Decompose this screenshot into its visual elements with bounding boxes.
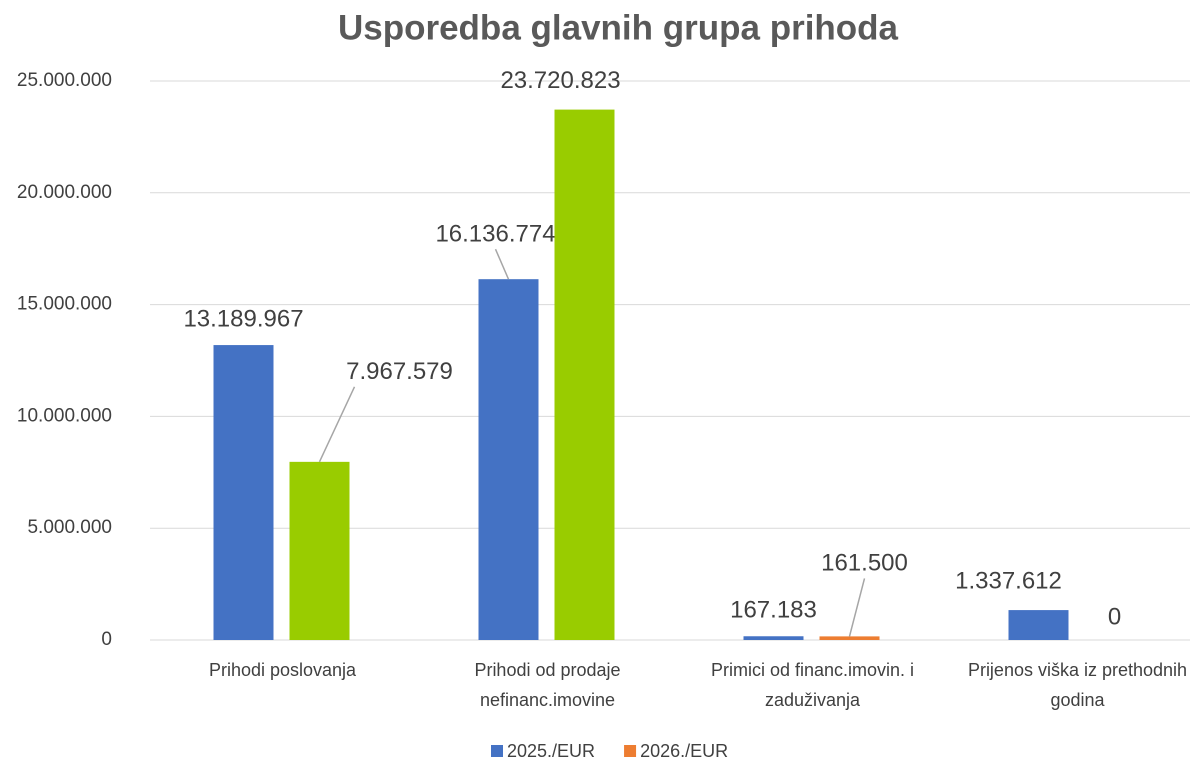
bar: [1008, 610, 1069, 640]
x-tick-label: Prihodi od prodaje nefinanc.imovine: [474, 660, 621, 710]
leader-line: [494, 248, 510, 280]
bar: [213, 345, 274, 640]
data-label: 7.967.579: [346, 358, 453, 385]
chart-title: Usporedba glavnih grupa prihoda: [338, 8, 899, 47]
legend-swatch: [491, 745, 503, 757]
data-label: 16.136.774: [435, 221, 555, 248]
leader-line: [848, 578, 866, 637]
x-tick-label: Primici od financ.imovin. i zaduživanja: [710, 660, 915, 710]
data-label: 167.183: [730, 597, 817, 624]
bar: [478, 279, 539, 640]
y-tick-label: 20.000.000: [17, 182, 112, 203]
legend-label: 2025./EUR: [507, 741, 595, 761]
data-label: 13.189.967: [183, 305, 303, 332]
legend-swatch: [624, 745, 637, 757]
data-label: 0: [1108, 603, 1121, 630]
leader-line: [318, 386, 356, 463]
bar: [743, 636, 804, 640]
y-tick-label: 15.000.000: [17, 294, 112, 315]
bar: [819, 636, 880, 640]
data-label: 23.720.823: [500, 67, 620, 94]
x-tick-label: Prijenos viška iz prethodnih godina: [967, 660, 1188, 710]
data-label: 161.500: [821, 550, 908, 577]
y-tick-label: 25.000.000: [17, 70, 112, 91]
bar: [554, 109, 615, 640]
data-label: 1.337.612: [955, 567, 1062, 594]
y-tick-label: 5.000.000: [27, 517, 112, 538]
legend-label: 2026./EUR: [640, 741, 728, 761]
bar: [289, 461, 350, 640]
x-tick-label: Prihodi poslovanja: [208, 660, 357, 680]
y-tick-label: 10.000.000: [17, 405, 112, 426]
y-tick-label: 0: [101, 629, 112, 650]
